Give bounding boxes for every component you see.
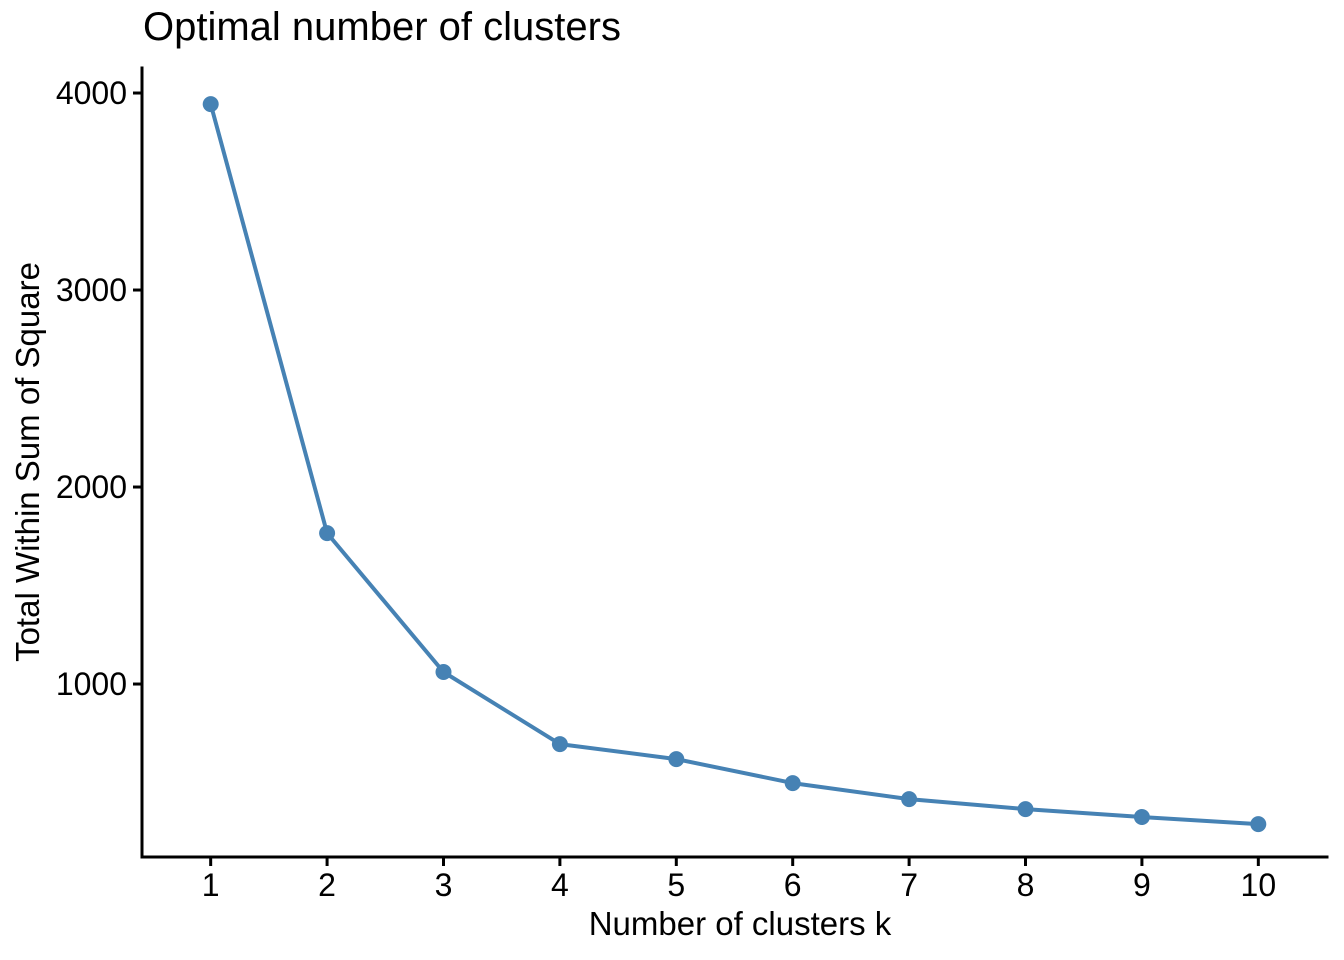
- x-tick-label: 4: [551, 867, 569, 903]
- x-tick-label: 5: [667, 867, 685, 903]
- y-tick-label: 4000: [56, 75, 127, 111]
- line-series: [202, 96, 1267, 833]
- x-tick-label: 7: [900, 867, 918, 903]
- data-point: [901, 791, 918, 808]
- x-tick-label: 6: [784, 867, 802, 903]
- axis-lines: [140, 66, 1329, 859]
- data-point: [435, 664, 452, 680]
- x-tick-label: 2: [318, 867, 336, 903]
- x-tick-label: 1: [202, 867, 220, 903]
- y-tick-label: 2000: [56, 469, 127, 505]
- y-tick-label: 1000: [56, 666, 127, 702]
- axes-layer: 1 2 3 4 5 6 7 8 9 10 1000 2000 3000 4000: [56, 66, 1329, 903]
- chart-title: Optimal number of clusters: [143, 5, 621, 49]
- data-point: [551, 736, 568, 753]
- data-point: [668, 751, 685, 768]
- x-tick-label: 3: [435, 867, 453, 903]
- data-point: [202, 96, 219, 113]
- data-point: [1133, 809, 1150, 825]
- x-axis-title: Number of clusters k: [589, 905, 892, 942]
- x-tick-label: 10: [1241, 867, 1277, 903]
- data-point: [1017, 801, 1034, 818]
- x-tick-label: 9: [1133, 867, 1151, 903]
- x-tick-label: 8: [1017, 867, 1035, 903]
- data-point: [1250, 816, 1267, 833]
- y-tick-label: 3000: [56, 272, 127, 308]
- series-line: [208, 102, 1261, 827]
- data-point: [784, 775, 801, 792]
- y-axis-title: Total Within Sum of Square: [9, 262, 46, 662]
- data-point: [319, 525, 336, 542]
